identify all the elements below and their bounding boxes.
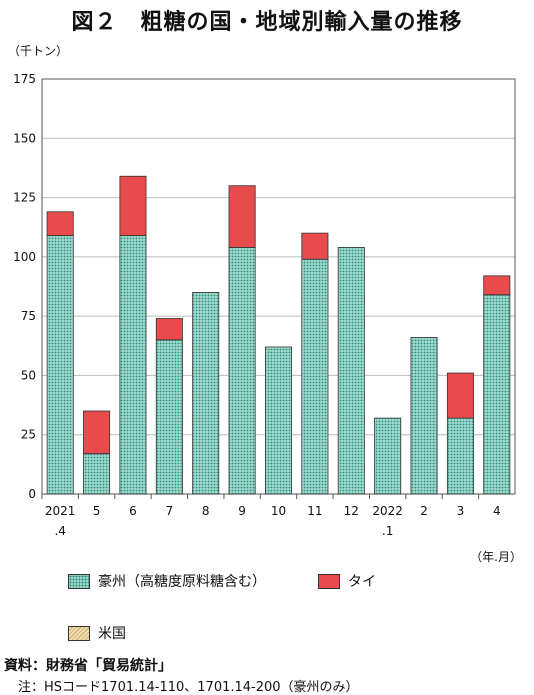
usa-swatch — [68, 625, 90, 641]
x-tick-label: 11 — [307, 504, 322, 518]
bar-thailand — [119, 175, 147, 236]
legend-label-australia: 豪州（高糖度原料糖含む） — [98, 574, 266, 590]
x-tick-label: 7 — [166, 504, 174, 518]
bar-australia — [301, 258, 329, 495]
bar-thailand — [228, 185, 256, 248]
x-tick-label: 5 — [93, 504, 101, 518]
y-tick-label: 125 — [13, 191, 36, 205]
bar-thailand — [155, 318, 183, 341]
x-tick-label: 12 — [344, 504, 359, 518]
y-tick-label: 175 — [13, 72, 36, 86]
legend-label-usa: 米国 — [98, 626, 126, 642]
y-tick-label: 0 — [28, 487, 36, 501]
y-tick-label: 100 — [13, 250, 36, 264]
bar-australia — [119, 235, 147, 495]
x-tick-label: 2022 — [372, 504, 403, 518]
thailand-swatch — [318, 573, 340, 589]
legend-item-usa: 米国 — [68, 623, 126, 643]
bar-thailand — [446, 372, 474, 419]
x-tick-label: 3 — [457, 504, 465, 518]
bar-thailand — [483, 275, 511, 296]
x-unit-label: （年.月） — [470, 550, 522, 564]
bar-australia — [265, 346, 292, 495]
bar-australia — [83, 453, 111, 495]
bar-australia — [155, 339, 183, 495]
x-tick-label: 6 — [129, 504, 137, 518]
legend-item-australia: 豪州（高糖度原料糖含む） — [68, 571, 266, 591]
x-tick-label: 2021 — [45, 504, 76, 518]
y-unit-label: （千トン） — [8, 44, 69, 58]
plot-area: 0 25 50 75 100 125 150 175 2021 .4 5 6 7 8 9 10 11 12 2022… — [13, 72, 516, 538]
source-label: 資料：財務省「貿易統計」 — [4, 658, 172, 674]
bar-thailand — [83, 410, 111, 455]
x-tick-label: 8 — [202, 504, 210, 518]
chart-title: 図２ 粗糖の国・地域別輸入量の推移 — [71, 10, 463, 35]
x-tick-label: .4 — [54, 524, 65, 538]
y-tick-label: 150 — [13, 131, 36, 145]
x-tick-label: 10 — [271, 504, 286, 518]
note-label: 注：HSコード1701.14-110、1701.14-200（豪州のみ） — [18, 680, 359, 695]
x-tick-label: 9 — [238, 504, 246, 518]
bar-australia — [374, 417, 402, 495]
bar-thailand — [301, 232, 329, 260]
bar-australia — [228, 246, 256, 495]
bar-australia — [483, 294, 511, 495]
x-tick-label: 4 — [493, 504, 501, 518]
x-tick-label: 2 — [420, 504, 428, 518]
bar-thailand — [46, 211, 74, 236]
bar-australia — [446, 417, 474, 495]
bar-australia — [192, 292, 220, 495]
bar-australia — [46, 235, 74, 495]
legend-item-thailand: タイ — [318, 571, 376, 591]
bar-australia — [337, 246, 365, 495]
bar-chart: 0 25 50 75 100 125 150 175 2021 .4 5 6 7 8 9 10 11 12 2022… — [13, 72, 516, 538]
y-tick-label: 50 — [21, 368, 36, 382]
x-tick-label: .1 — [382, 524, 393, 538]
australia-swatch — [68, 573, 90, 589]
bar-australia — [410, 337, 438, 495]
y-tick-label: 25 — [21, 428, 36, 442]
legend-label-thailand: タイ — [348, 574, 376, 590]
y-tick-label: 75 — [21, 309, 36, 323]
